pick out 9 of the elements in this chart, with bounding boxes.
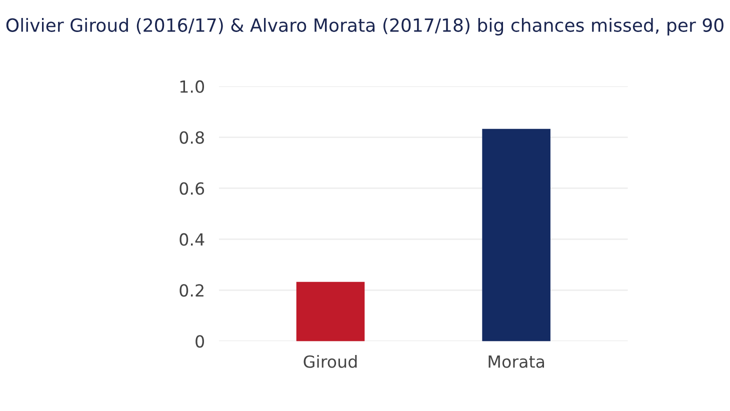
y-tick-label: 0.2 — [180, 284, 204, 297]
y-tick-label: 0.8 — [180, 131, 204, 144]
y-tick-label: 1.0 — [180, 80, 204, 93]
chart-title: Olivier Giroud (2016/17) & Alvaro Morata (2017/18) big chances missed, per 90 — [6, 18, 724, 36]
y-tick-label: 0.4 — [180, 233, 204, 246]
y-tick-label: 0 — [196, 335, 204, 348]
y-tick-label: 0.6 — [180, 182, 204, 195]
x-tick-label: Giroud — [304, 355, 357, 368]
x-tick-label: Morata — [488, 356, 544, 368]
